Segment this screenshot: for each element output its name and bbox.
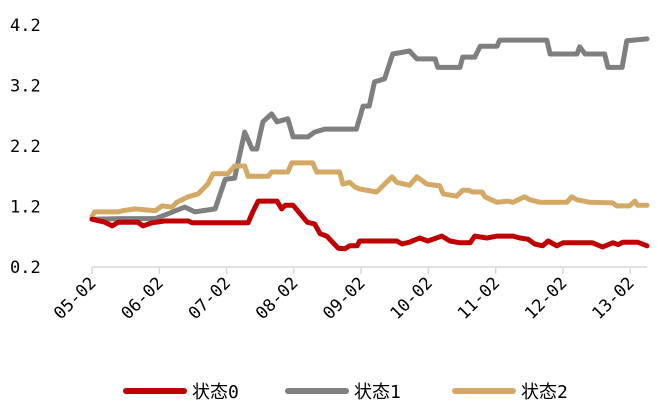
- legend-label-0: 状态0: [192, 382, 239, 403]
- x-tick-label: 10-02: [387, 273, 437, 323]
- y-tick-label: 3.2: [10, 77, 41, 97]
- x-tick-label: 13-02: [588, 273, 638, 323]
- y-tick-label: 1.2: [10, 198, 41, 218]
- x-tick-label: 09-02: [319, 273, 369, 323]
- legend-label-2: 状态2: [521, 382, 568, 403]
- y-tick-label: 0.2: [10, 258, 41, 278]
- x-tick-label: 05-02: [50, 273, 100, 323]
- x-tick-label: 07-02: [185, 273, 235, 323]
- series-line-2: [89, 160, 650, 219]
- series-line-1: [89, 36, 650, 222]
- y-tick-label: 2.2: [10, 137, 41, 157]
- x-tick-label: 11-02: [454, 273, 504, 323]
- x-tick-label: 08-02: [252, 273, 302, 323]
- x-tick-label: 06-02: [117, 273, 167, 323]
- series-line-0: [89, 198, 650, 252]
- y-tick-label: 4.2: [10, 16, 41, 36]
- legend-label-1: 状态1: [354, 382, 401, 403]
- x-tick-label: 12-02: [521, 273, 571, 323]
